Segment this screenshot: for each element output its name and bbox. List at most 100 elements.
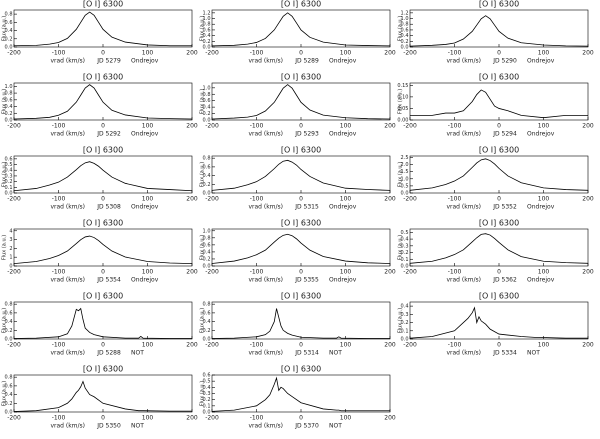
site-label: Ondrejov	[527, 277, 555, 284]
plot-frame	[409, 155, 589, 194]
y-tick-label: 0.6	[5, 97, 13, 103]
site-label: NOT	[131, 350, 144, 357]
x-tick-label: 200	[186, 123, 198, 130]
jd-label: JD 5289	[294, 58, 319, 65]
y-tick-label: 0.6	[203, 27, 211, 33]
y-tick-label: 0.4	[203, 319, 211, 325]
x-axis-label: vrad (km/s)	[446, 277, 481, 284]
flux-line	[13, 11, 192, 47]
site-label: Ondrejov	[329, 204, 357, 211]
y-axis-label: Flux (a.u.)	[2, 16, 8, 41]
y-tick-label: 0.2	[401, 250, 409, 256]
site-label: Ondrejov	[131, 58, 159, 65]
x-axis-label: vrad (km/s)	[50, 131, 85, 138]
y-tick-label: 0.0	[401, 45, 409, 51]
flux-line	[13, 161, 193, 192]
y-tick-label: 0.4	[401, 304, 409, 310]
y-tick-label: 0.8	[5, 91, 13, 97]
x-tick-label: 0	[101, 342, 105, 349]
site-label: Ondrejov	[527, 58, 555, 65]
x-tick-label: 0	[299, 196, 303, 203]
y-tick-label: 0.0	[203, 337, 211, 343]
y-tick-label: 2.5	[401, 155, 409, 161]
flux-line	[211, 376, 390, 412]
x-axis-label: vrad (km/s)	[446, 58, 481, 65]
panel-title: [O I] 6300	[83, 0, 123, 9]
x-axis-label: vrad (km/s)	[248, 204, 283, 211]
x-tick-label: 0	[497, 196, 501, 203]
flux-line	[13, 235, 193, 265]
y-tick-label: 0.6	[203, 310, 211, 316]
y-tick-label: 0.2	[5, 401, 13, 407]
x-tick-label: -100	[52, 123, 66, 130]
y-tick-label: 1.2	[203, 10, 211, 16]
jd-label: JD 5294	[492, 131, 517, 138]
y-tick-label: 0.8	[203, 22, 211, 28]
x-axis-label: vrad (km/s)	[248, 423, 283, 430]
x-tick-label: -200	[403, 196, 417, 203]
flux-line	[409, 306, 588, 339]
y-tick-label: 0.1	[5, 185, 13, 191]
y-tick-label: 2	[9, 246, 12, 252]
x-tick-label: -100	[250, 196, 264, 203]
y-tick-label: 0.0	[5, 118, 13, 124]
site-label: NOT	[329, 350, 342, 357]
panel-title: [O I] 6300	[83, 292, 123, 301]
x-tick-label: 200	[582, 123, 594, 130]
x-tick-label: -200	[7, 415, 21, 422]
flux-line	[409, 15, 589, 47]
x-tick-label: -100	[52, 342, 66, 349]
y-tick-label: 1.0	[203, 16, 211, 22]
y-tick-label: 0.3	[401, 243, 409, 249]
y-axis-label: Flux (a.u.)	[2, 308, 8, 333]
y-tick-label: 0.6	[5, 383, 13, 389]
y-tick-label: 0.8	[203, 235, 211, 241]
y-tick-label: 0.1	[401, 257, 409, 263]
y-tick-label: 0.4	[401, 237, 409, 243]
y-tick-label: 1.0	[203, 85, 211, 91]
site-label: Ondrejov	[131, 131, 159, 138]
site-label: Ondrejov	[527, 204, 555, 211]
y-tick-label: 0.5	[401, 230, 409, 236]
y-tick-label: 1.2	[401, 10, 409, 16]
y-tick-label: 0.4	[5, 104, 13, 110]
plot-frame	[211, 9, 391, 48]
site-label: Ondrejov	[329, 58, 357, 65]
x-axis-label: vrad (km/s)	[50, 204, 85, 211]
x-tick-label: -200	[7, 50, 21, 57]
plot-frame	[409, 9, 589, 48]
y-tick-label: 0.2	[5, 111, 13, 117]
flux-line	[409, 158, 589, 191]
flux-line	[211, 233, 391, 264]
x-tick-label: 100	[142, 415, 154, 422]
x-tick-label: 0	[299, 415, 303, 422]
x-tick-label: 100	[142, 123, 154, 130]
x-tick-label: 100	[340, 50, 352, 57]
y-axis-label: Flux (a.u.)	[200, 381, 206, 406]
jd-label: JD 5292	[96, 131, 121, 138]
flux-line	[13, 84, 193, 120]
y-tick-label: 0.0	[401, 191, 409, 197]
x-tick-label: 100	[340, 269, 352, 276]
y-tick-label: 1.0	[5, 84, 13, 90]
y-axis-label: Flux (a.u.)	[200, 235, 206, 260]
y-tick-label: 0	[9, 264, 12, 270]
x-axis-label: vrad (km/s)	[50, 58, 85, 65]
x-tick-label: 0	[497, 50, 501, 57]
x-tick-label: 200	[384, 342, 396, 349]
x-tick-label: 100	[538, 196, 550, 203]
y-tick-label: 0.8	[203, 156, 211, 162]
x-tick-label: -200	[205, 269, 219, 276]
y-tick-label: 0.8	[5, 302, 13, 308]
x-axis-label: vrad (km/s)	[446, 350, 481, 357]
x-tick-label: -100	[250, 342, 264, 349]
y-tick-label: 0.6	[203, 164, 211, 170]
panel-title: [O I] 6300	[83, 219, 123, 228]
x-tick-label: 0	[299, 342, 303, 349]
y-tick-label: 0.4	[401, 33, 409, 39]
plot-frame	[211, 82, 391, 121]
y-axis-label: Flux (a.u.)	[398, 308, 404, 333]
x-tick-label: 100	[142, 342, 154, 349]
y-tick-label: 0.2	[203, 256, 211, 262]
y-tick-label: 0.6	[203, 242, 211, 248]
